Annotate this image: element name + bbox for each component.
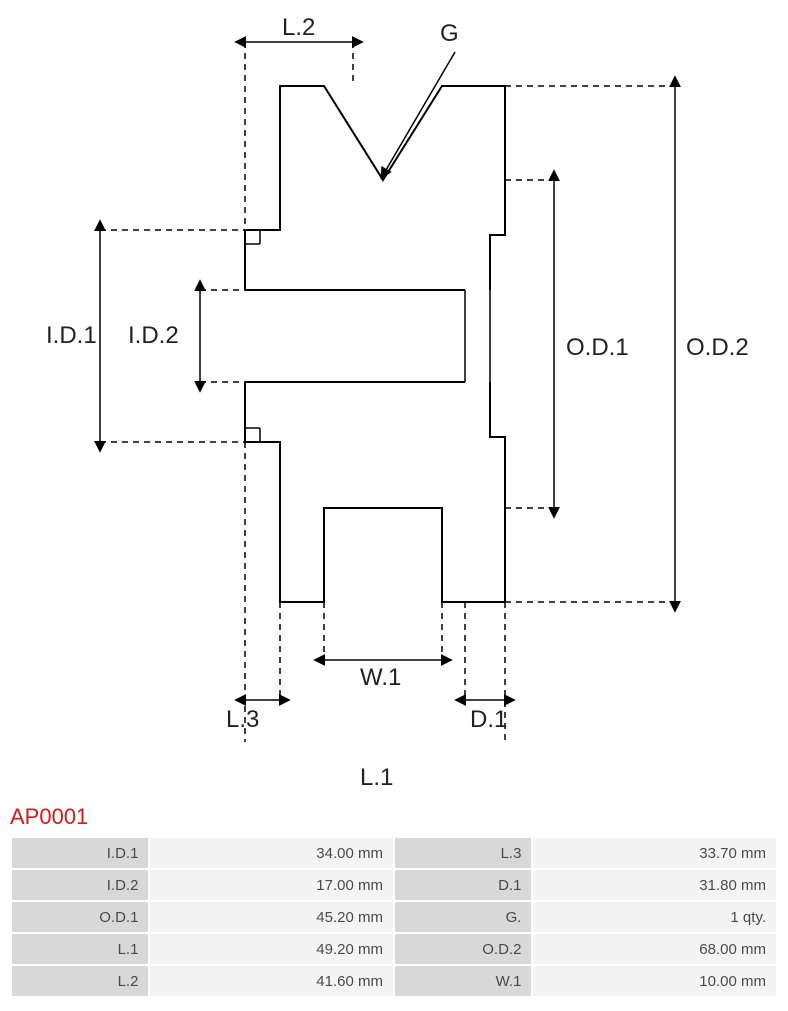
spec-value: 45.20 mm [150, 902, 393, 932]
spec-value: 33.70 mm [533, 838, 776, 868]
table-row: L.149.20 mmO.D.268.00 mm [12, 934, 776, 964]
label-d1: D.1 [470, 706, 507, 734]
spec-label: I.D.2 [12, 870, 148, 900]
spec-label: O.D.1 [12, 902, 148, 932]
label-g: G [440, 20, 459, 48]
spec-label: O.D.2 [395, 934, 531, 964]
table-row: O.D.145.20 mmG.1 qty. [12, 902, 776, 932]
spec-label: D.1 [395, 870, 531, 900]
spec-label: L.1 [12, 934, 148, 964]
spec-value: 41.60 mm [150, 966, 393, 996]
spec-value: 31.80 mm [533, 870, 776, 900]
spec-value: 49.20 mm [150, 934, 393, 964]
spec-value: 10.00 mm [533, 966, 776, 996]
spec-value: 34.00 mm [150, 838, 393, 868]
label-id2: I.D.2 [128, 322, 179, 350]
spec-value: 17.00 mm [150, 870, 393, 900]
table-row: I.D.217.00 mmD.131.80 mm [12, 870, 776, 900]
label-od1: O.D.1 [566, 334, 629, 362]
label-l2: L.2 [282, 14, 315, 42]
label-od2: O.D.2 [686, 334, 749, 362]
spec-value: 68.00 mm [533, 934, 776, 964]
label-l3: L.3 [226, 706, 259, 734]
spec-label: W.1 [395, 966, 531, 996]
label-l1: L.1 [360, 764, 393, 792]
spec-label: L.2 [12, 966, 148, 996]
label-id1: I.D.1 [46, 322, 97, 350]
spec-value: 1 qty. [533, 902, 776, 932]
spec-table: I.D.134.00 mmL.333.70 mmI.D.217.00 mmD.1… [10, 836, 778, 998]
spec-label: I.D.1 [12, 838, 148, 868]
spec-label: L.3 [395, 838, 531, 868]
part-number: AP0001 [0, 800, 788, 836]
spec-label: G. [395, 902, 531, 932]
technical-diagram: I.D.1 I.D.2 O.D.1 O.D.2 L.2 L.3 D.1 W.1 … [0, 0, 788, 800]
table-row: L.241.60 mmW.110.00 mm [12, 966, 776, 996]
label-w1: W.1 [360, 664, 401, 692]
table-row: I.D.134.00 mmL.333.70 mm [12, 838, 776, 868]
